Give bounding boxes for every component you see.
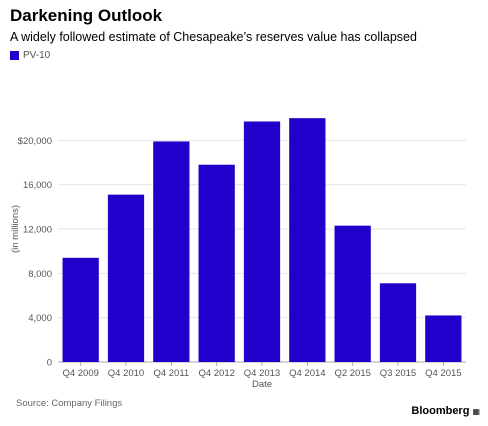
- x-tick-label: Q4 2010: [108, 368, 144, 379]
- y-tick-label: 8,000: [28, 269, 52, 280]
- y-tick-label: 0: [47, 358, 52, 369]
- y-tick-label: 4,000: [28, 313, 52, 324]
- y-tick-label: 16,000: [23, 180, 52, 191]
- legend-label: PV-10: [23, 50, 51, 61]
- x-axis-label: Date: [252, 379, 272, 390]
- x-tick-label: Q4 2009: [62, 368, 98, 379]
- x-tick-label: Q3 2015: [380, 368, 416, 379]
- x-tick-label: Q4 2012: [198, 368, 234, 379]
- x-tick-label: Q4 2014: [289, 368, 325, 379]
- bar: [334, 225, 371, 362]
- legend: PV-10: [10, 50, 50, 61]
- bar: [107, 194, 145, 362]
- source-note: Source: Company Filings: [16, 398, 123, 409]
- chart-title: Darkening Outlook: [10, 6, 163, 25]
- chart-subtitle: A widely followed estimate of Chesapeake…: [10, 30, 417, 44]
- bar: [379, 283, 417, 362]
- x-tick-label: Q2 2015: [334, 368, 370, 379]
- bar: [198, 164, 235, 362]
- bar: [62, 257, 99, 362]
- bar: [243, 121, 281, 362]
- y-tick-label: 12,000: [23, 225, 52, 236]
- bloomberg-logo: Bloomberg ▦: [411, 405, 480, 417]
- y-axis-label: (in millions): [10, 205, 21, 253]
- bloomberg-terminal-icon: ▦: [472, 406, 480, 416]
- x-tick-label: Q4 2011: [153, 368, 189, 379]
- bar: [289, 118, 326, 363]
- brand-name: Bloomberg: [411, 405, 470, 417]
- y-tick-label: $20,000: [18, 136, 52, 147]
- bar: [425, 315, 462, 362]
- x-tick-label: Q4 2013: [244, 368, 280, 379]
- bar: [153, 141, 190, 362]
- legend-swatch: [10, 51, 19, 60]
- x-tick-label: Q4 2015: [425, 368, 461, 379]
